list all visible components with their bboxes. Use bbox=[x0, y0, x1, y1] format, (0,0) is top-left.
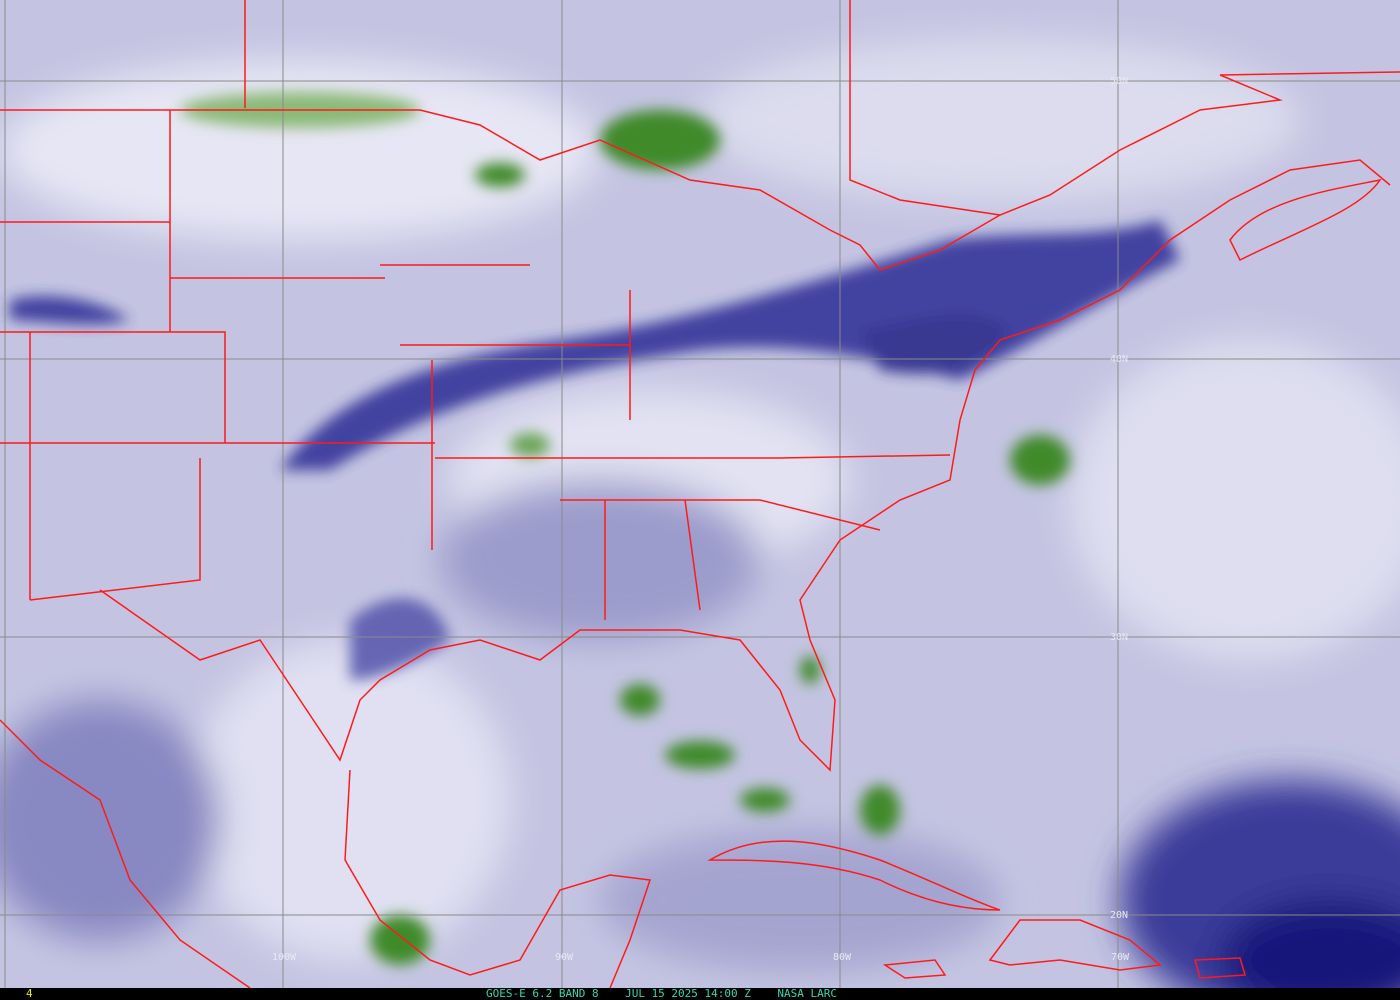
image-caption: GOES-E 6.2 BAND 8 JUL 15 2025 14:00 Z NA… bbox=[486, 987, 837, 1000]
lat-label-50n: 50N bbox=[1110, 76, 1128, 87]
lat-label-30n: 30N bbox=[1110, 632, 1128, 643]
lat-label-40n: 40N bbox=[1110, 354, 1128, 365]
lon-label-100w: 100W bbox=[272, 952, 297, 963]
cold-cloud-tops bbox=[180, 92, 1070, 965]
lon-label-90w: 90W bbox=[555, 952, 574, 963]
lon-label-70w: 70W bbox=[1111, 952, 1130, 963]
image-caption-bar: 4 GOES-E 6.2 BAND 8 JUL 15 2025 14:00 Z … bbox=[0, 988, 1400, 1000]
lat-label-20n: 20N bbox=[1110, 910, 1128, 921]
frame-number: 4 bbox=[26, 987, 33, 1000]
lon-label-80w: 80W bbox=[833, 952, 852, 963]
grid-labels: 50N 40N 30N 20N 100W 90W 80W 70W bbox=[272, 76, 1130, 963]
